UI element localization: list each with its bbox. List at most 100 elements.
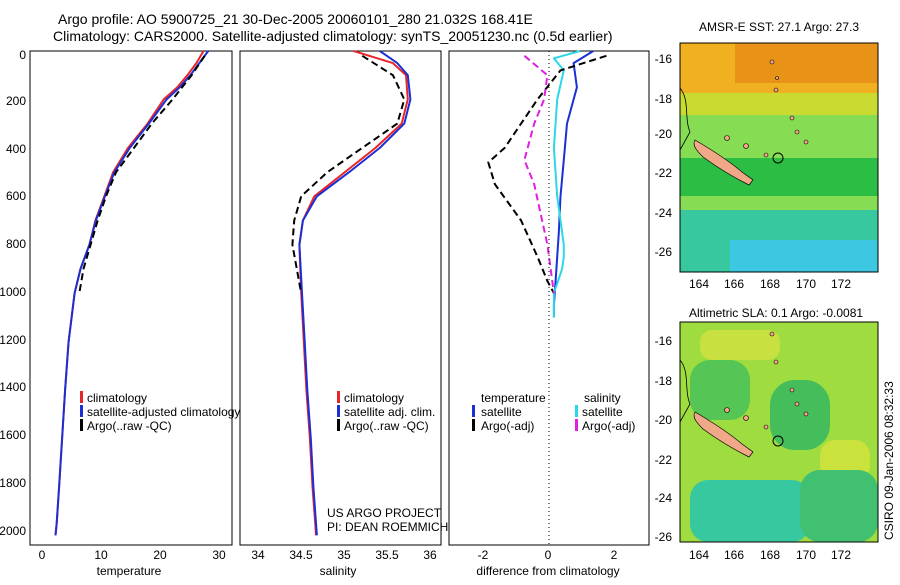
lat-tick: -26 <box>655 530 673 544</box>
salinity-argo-raw-qc-line <box>291 54 406 294</box>
temperature-climatology-line <box>54 50 205 536</box>
salinity-climatology-line <box>298 50 409 536</box>
depth-tick-label: 200 <box>6 94 26 108</box>
temperature-satellite-adjusted-climatology-line <box>54 50 210 536</box>
new-caledonia-island <box>693 139 754 186</box>
island <box>803 139 809 145</box>
legend-swatch <box>575 419 578 431</box>
sla-green-patch <box>800 470 878 542</box>
temperature-x-tick: 30 <box>212 548 226 562</box>
pi-credit: PI: DEAN ROEMMICH <box>327 520 448 534</box>
depth-tick-label: 1000 <box>0 285 26 299</box>
sst-map-frame <box>679 42 879 273</box>
sst-green-band <box>680 158 878 196</box>
salinity-satellite-adj-clim-line <box>298 50 412 536</box>
island <box>789 387 795 393</box>
sst-map <box>680 43 878 272</box>
lon-tick: 164 <box>689 548 709 562</box>
legend-label-climatology: climatology <box>344 391 404 405</box>
depth-tick-label: 800 <box>6 237 26 251</box>
salinity-x-tick-labels: 34 34.5 35 35.5 36 <box>251 548 437 562</box>
lon-tick: 172 <box>831 548 851 562</box>
difference-x-tick: -2 <box>478 548 489 562</box>
depth-tick-labels: 0 200 400 600 800 1000 1200 1400 1600 18… <box>0 48 26 538</box>
lat-tick: -18 <box>655 374 673 388</box>
legend-swatch <box>337 391 340 403</box>
lat-tick: -24 <box>655 206 673 220</box>
depth-tick-label: 1800 <box>0 476 26 490</box>
island <box>743 143 749 149</box>
legend-swatch <box>80 405 83 417</box>
temperature-x-tick-labels: 0 10 20 30 <box>39 548 226 562</box>
salinity-x-tick: 36 <box>423 548 437 562</box>
legend-title-temperature: temperature <box>481 391 546 405</box>
legend-label-temp-satellite: satellite <box>481 405 522 419</box>
legend-swatch <box>472 405 475 417</box>
australia-coastline <box>680 359 691 423</box>
depth-tick-label: 400 <box>6 142 26 156</box>
island <box>794 401 800 407</box>
temperature-axis-label: temperature <box>97 564 162 578</box>
sla-lat-ticks: -16 -18 -20 -22 -24 -26 <box>655 334 673 544</box>
legend-swatch <box>337 419 340 431</box>
lat-tick: -24 <box>655 491 673 505</box>
figure-title-line-2: Climatology: CARS2000. Satellite-adjuste… <box>53 28 613 44</box>
lon-tick: 170 <box>796 548 816 562</box>
project-credit: US ARGO PROJECT <box>327 506 442 520</box>
sla-map-frame <box>679 321 879 543</box>
salinity-legend: climatology satellite adj. clim. Argo(..… <box>337 391 435 433</box>
sst-yellow-band <box>680 93 878 115</box>
temperature-x-tick: 0 <box>39 548 46 562</box>
new-caledonia-island <box>693 411 754 458</box>
island <box>769 59 775 65</box>
depth-tick-label: 600 <box>6 189 26 203</box>
temperature-x-tick: 20 <box>153 548 167 562</box>
legend-swatch <box>80 391 83 403</box>
difference-axis-label: difference from climatology <box>476 564 619 578</box>
generation-timestamp: CSIRO 09-Jan-2006 08:32:33 <box>882 381 896 540</box>
island <box>724 135 730 141</box>
salinity-x-tick: 34.5 <box>289 548 313 562</box>
sst-lon-ticks: 164 166 168 170 172 <box>689 277 851 291</box>
sst-lat-ticks: -16 -18 -20 -22 -24 -26 <box>655 52 673 259</box>
salinity-axis-label: salinity <box>320 564 357 578</box>
difference-plot-frame <box>448 50 650 546</box>
difference-salinity-satellite-line <box>552 50 581 318</box>
legend-label-argo: Argo(..raw -QC) <box>87 419 172 433</box>
legend-label-argo: Argo(..raw -QC) <box>344 419 429 433</box>
depth-tick-label: 1200 <box>0 333 26 347</box>
legend-swatch <box>575 405 578 417</box>
temperature-argo-raw-qc-line <box>78 55 206 294</box>
lon-tick: 166 <box>724 548 744 562</box>
lat-tick: -16 <box>655 52 673 66</box>
temperature-legend: climatology satellite-adjusted climatolo… <box>80 391 240 433</box>
profile-curves <box>54 50 607 536</box>
salinity-x-tick: 34 <box>251 548 265 562</box>
lon-tick: 168 <box>760 277 780 291</box>
depth-tick-label: 2000 <box>0 524 26 538</box>
lon-tick: 168 <box>760 548 780 562</box>
island <box>773 87 779 93</box>
depth-tick-label: 0 <box>19 48 26 62</box>
island <box>789 115 795 121</box>
difference-legend: temperature salinity satellite Argo(-adj… <box>472 391 635 433</box>
lat-tick: -16 <box>655 334 673 348</box>
profile-location-marker <box>772 435 784 447</box>
depth-tick-label: 1600 <box>0 428 26 442</box>
sla-lon-ticks: 164 166 168 170 172 <box>689 548 851 562</box>
lat-tick: -22 <box>655 166 673 180</box>
legend-swatch <box>472 419 475 431</box>
profile-location-marker <box>772 152 784 164</box>
depth-tick-label: 1400 <box>0 380 26 394</box>
lat-tick: -22 <box>655 453 673 467</box>
difference-temperature-argo-adj-line <box>487 54 607 294</box>
island <box>763 424 769 430</box>
sla-map-title: Altimetric SLA: 0.1 Argo: -0.0081 <box>689 306 863 320</box>
lon-tick: 172 <box>831 277 851 291</box>
salinity-x-tick: 35 <box>337 548 351 562</box>
salinity-plot-frame <box>239 50 442 546</box>
difference-x-tick: 0 <box>545 548 552 562</box>
figure-title-line-1: Argo profile: AO 5900725_21 30-Dec-2005 … <box>58 11 533 27</box>
sla-teal-patch <box>690 480 810 542</box>
